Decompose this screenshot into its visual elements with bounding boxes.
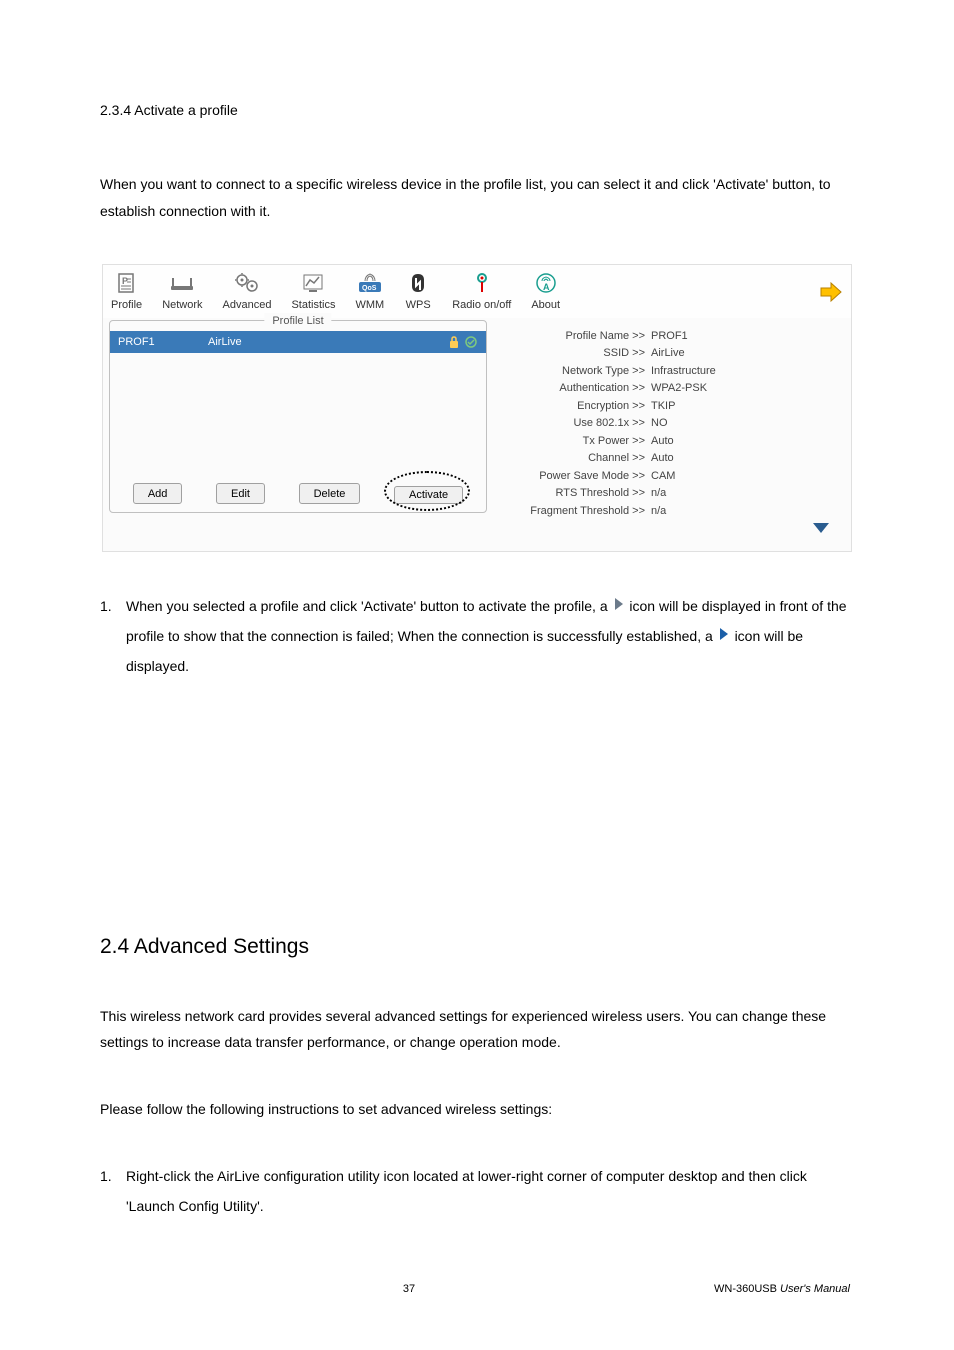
footer-model: WN-360USB xyxy=(714,1283,777,1295)
svg-text:A: A xyxy=(543,282,550,292)
section-24-title: 2.4 Advanced Settings xyxy=(100,931,854,963)
toolbar-about[interactable]: A About xyxy=(531,271,560,314)
footer-manual: User's Manual xyxy=(777,1283,850,1295)
radio-icon xyxy=(468,271,496,295)
detail-label: Use 802.1x >> xyxy=(501,415,651,432)
note-text-a: When you selected a profile and click 'A… xyxy=(126,598,612,614)
connection-success-icon xyxy=(719,622,729,651)
profile-list-fieldset: Profile List PROF1 AirLive Add Edit Dele… xyxy=(109,320,487,514)
detail-label: Tx Power >> xyxy=(501,433,651,450)
toolbar-label: Radio on/off xyxy=(452,297,511,314)
svg-text:QoS: QoS xyxy=(362,285,377,292)
about-icon: A xyxy=(532,271,560,295)
activate-button[interactable]: Activate xyxy=(394,486,463,504)
detail-value: TKIP xyxy=(651,398,843,415)
toolbar-network[interactable]: Network xyxy=(162,271,202,314)
toolbar-label: Advanced xyxy=(223,297,272,314)
profile-section: Profile List PROF1 AirLive Add Edit Dele… xyxy=(103,318,851,551)
page-number: 37 xyxy=(403,1281,415,1298)
toolbar-label: Network xyxy=(162,297,202,314)
detail-label: RTS Threshold >> xyxy=(501,485,651,502)
note-1: 1. When you selected a profile and click… xyxy=(100,592,854,681)
detail-label: Channel >> xyxy=(501,450,651,467)
svg-text:P: P xyxy=(122,276,128,286)
toolbar-advanced[interactable]: Advanced xyxy=(223,271,272,314)
utility-screenshot: P Profile Network Advanced Statistics Qo… xyxy=(102,264,852,552)
detail-value: NO xyxy=(651,415,843,432)
detail-label: Authentication >> xyxy=(501,380,651,397)
profile-ssid-cell: AirLive xyxy=(208,334,448,351)
section-234-title: 2.3.4 Activate a profile xyxy=(100,100,854,121)
add-button[interactable]: Add xyxy=(133,483,183,504)
network-icon xyxy=(168,271,196,295)
intro-234: When you want to connect to a specific w… xyxy=(100,171,854,224)
detail-label: Network Type >> xyxy=(501,363,651,380)
detail-label: Encryption >> xyxy=(501,398,651,415)
page-footer: 37 WN-360USB User's Manual xyxy=(100,1281,854,1298)
detail-value: CAM xyxy=(651,468,843,485)
detail-value: Auto xyxy=(651,450,843,467)
detail-value: PROF1 xyxy=(651,328,843,345)
edit-button[interactable]: Edit xyxy=(216,483,265,504)
toolbar-label: WMM xyxy=(355,297,384,314)
body-24a: This wireless network card provides seve… xyxy=(100,1003,854,1056)
detail-label: Power Save Mode >> xyxy=(501,468,651,485)
toolbar-next-arrow[interactable] xyxy=(819,280,843,304)
detail-label: Profile Name >> xyxy=(501,328,651,345)
list-number: 1. xyxy=(100,1162,126,1221)
toolbar-label: Profile xyxy=(111,297,142,314)
toolbar-profile[interactable]: P Profile xyxy=(111,271,142,314)
profile-row[interactable]: PROF1 AirLive xyxy=(110,331,486,354)
toolbar: P Profile Network Advanced Statistics Qo… xyxy=(103,265,851,318)
toolbar-radio[interactable]: Radio on/off xyxy=(452,271,511,314)
detail-value: Infrastructure xyxy=(651,363,843,380)
detail-value: AirLive xyxy=(651,345,843,362)
detail-value: n/a xyxy=(651,485,843,502)
wps-icon xyxy=(404,271,432,295)
detail-value: Auto xyxy=(651,433,843,450)
toolbar-label: About xyxy=(531,297,560,314)
toolbar-label: Statistics xyxy=(291,297,335,314)
detail-label: SSID >> xyxy=(501,345,651,362)
detail-value: WPA2-PSK xyxy=(651,380,843,397)
body-24b: Please follow the following instructions… xyxy=(100,1096,854,1123)
toolbar-wmm[interactable]: QoS WMM xyxy=(355,271,384,314)
profile-name-cell: PROF1 xyxy=(118,334,208,351)
wmm-icon: QoS xyxy=(356,271,384,295)
list-number: 1. xyxy=(100,592,126,681)
toolbar-wps[interactable]: WPS xyxy=(404,271,432,314)
profile-details: Profile Name >>PROF1 SSID >>AirLive Netw… xyxy=(493,318,851,551)
profile-status-icons xyxy=(448,335,478,349)
connection-failed-icon xyxy=(614,592,624,621)
step-text: Right-click the AirLive configuration ut… xyxy=(126,1162,854,1221)
detail-value: n/a xyxy=(651,503,843,520)
toolbar-statistics[interactable]: Statistics xyxy=(291,271,335,314)
step-24-1: 1. Right-click the AirLive configuration… xyxy=(100,1162,854,1221)
detail-label: Fragment Threshold >> xyxy=(501,503,651,520)
advanced-icon xyxy=(233,271,261,295)
statistics-icon xyxy=(299,271,327,295)
profile-list-legend: Profile List xyxy=(264,313,331,330)
delete-button[interactable]: Delete xyxy=(299,483,361,504)
profile-icon: P xyxy=(113,271,141,295)
expand-arrow[interactable] xyxy=(501,520,843,543)
toolbar-label: WPS xyxy=(406,297,431,314)
